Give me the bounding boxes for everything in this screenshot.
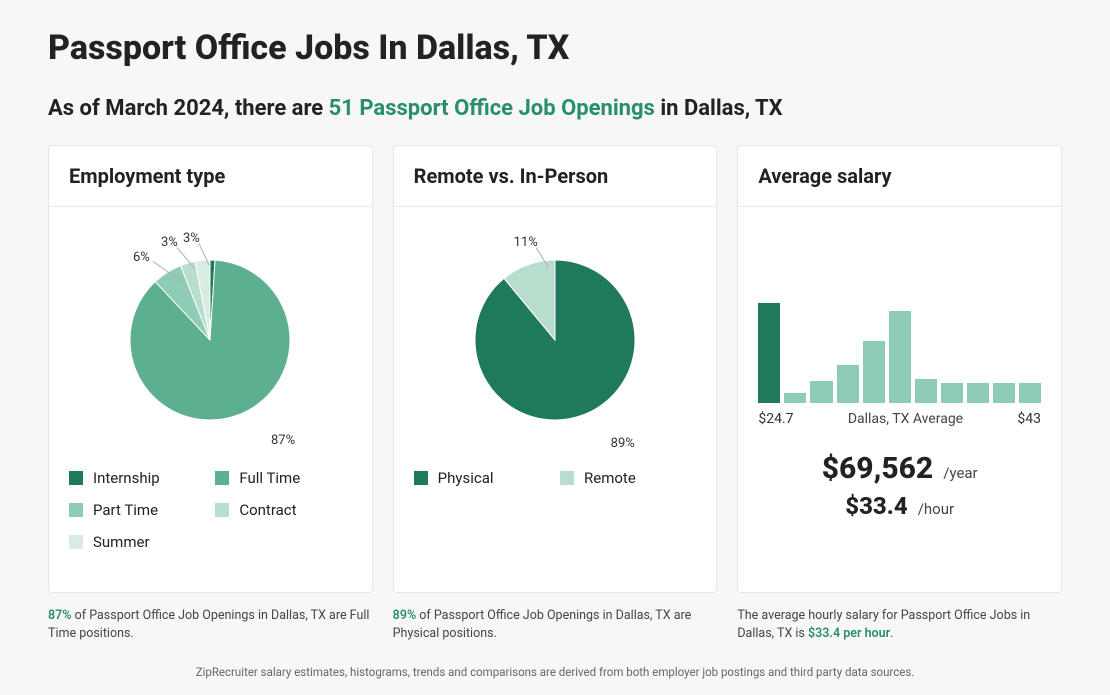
salary-yearly: $69,562 [822, 451, 934, 486]
subtitle-suffix: in Dallas, TX [655, 96, 783, 121]
legend-label: Contract [239, 501, 296, 519]
legend-swatch [69, 503, 83, 517]
legend-label: Physical [438, 469, 494, 487]
axis-left: $24.7 [758, 411, 793, 427]
legend-item: Internship [69, 469, 205, 487]
histogram-bar [889, 311, 911, 403]
legend-swatch [215, 471, 229, 485]
legend-item: Summer [69, 533, 205, 551]
subtitle-prefix: As of March 2024, there are [48, 96, 329, 121]
card-body: $24.7 Dallas, TX Average $43 $69,562 /ye… [738, 207, 1061, 592]
card-head: Employment type [49, 146, 372, 207]
salary-axis: $24.7 Dallas, TX Average $43 [758, 411, 1041, 427]
pie-label: 3% [183, 231, 200, 246]
card-body: 89% 11% Physical Remote [394, 207, 717, 592]
cards-row: Employment type 87% 6% 3% 3% Internship Full… [48, 145, 1062, 593]
legend-swatch [414, 471, 428, 485]
histogram-bar [863, 341, 885, 403]
page-title: Passport Office Jobs In Dallas, TX [48, 28, 1062, 68]
caption-rest: of Passport Office Job Openings in Dalla… [393, 608, 692, 641]
legend-label: Full Time [239, 469, 300, 487]
card-body: 87% 6% 3% 3% Internship Full Time Part Time Co… [49, 207, 372, 592]
card-title-remote: Remote vs. In-Person [414, 164, 697, 188]
legend-label: Remote [584, 469, 636, 487]
page: Passport Office Jobs In Dallas, TX As of… [0, 0, 1110, 693]
pie-label: 89% [611, 436, 635, 451]
histogram-bar [837, 365, 859, 403]
subtitle: As of March 2024, there are 51 Passport … [48, 96, 1062, 121]
pie-label: 3% [161, 235, 178, 250]
legend-item: Physical [414, 469, 550, 487]
captions-row: 87% of Passport Office Job Openings in D… [48, 607, 1062, 643]
card-head: Remote vs. In-Person [394, 146, 717, 207]
salary-histogram [758, 303, 1041, 403]
salary-yearly-row: $69,562 /year [758, 451, 1041, 486]
card-remote: Remote vs. In-Person 89% 11% Physical Remo… [393, 145, 718, 593]
subtitle-highlight: 51 Passport Office Job Openings [329, 96, 655, 121]
pie-label: 87% [271, 433, 295, 448]
salary-hourly-unit: /hour [918, 500, 954, 518]
footnote: ZipRecruiter salary estimates, histogram… [48, 665, 1062, 679]
legend-item: Contract [215, 501, 351, 519]
legend-swatch [215, 503, 229, 517]
histogram-bar [810, 381, 832, 403]
histogram-bar [993, 383, 1015, 403]
employment-legend: Internship Full Time Part Time Contract Summ… [69, 469, 352, 551]
card-salary: Average salary $24.7 Dallas, TX Average … [737, 145, 1062, 593]
pie-label: 6% [133, 250, 150, 265]
card-head: Average salary [738, 146, 1061, 207]
pie-svg [475, 260, 635, 420]
legend-label: Part Time [93, 501, 158, 519]
legend-swatch [560, 471, 574, 485]
salary-values: $69,562 /year $33.4 /hour [758, 445, 1041, 520]
card-title-employment: Employment type [69, 164, 352, 188]
histogram-bar [967, 383, 989, 403]
salary-yearly-unit: /year [943, 464, 977, 482]
caption-salary: The average hourly salary for Passport O… [737, 607, 1062, 643]
legend-item: Part Time [69, 501, 205, 519]
card-title-salary: Average salary [758, 164, 1041, 188]
caption-employment: 87% of Passport Office Job Openings in D… [48, 607, 373, 643]
legend-label: Internship [93, 469, 160, 487]
caption-suffix: . [890, 626, 893, 641]
caption-hl: $33.4 per hour [808, 626, 890, 641]
caption-hl: 89% [393, 608, 417, 623]
remote-legend: Physical Remote [414, 469, 697, 487]
salary-hourly-row: $33.4 /hour [758, 492, 1041, 520]
axis-mid: Dallas, TX Average [848, 411, 963, 427]
legend-swatch [69, 471, 83, 485]
caption-remote: 89% of Passport Office Job Openings in D… [393, 607, 718, 643]
legend-item: Remote [560, 469, 696, 487]
legend-label: Summer [93, 533, 150, 551]
pie-svg [130, 260, 290, 420]
caption-hl: 87% [48, 608, 72, 623]
employment-pie-chart: 87% 6% 3% 3% [69, 225, 352, 455]
legend-item: Full Time [215, 469, 351, 487]
salary-hourly: $33.4 [845, 492, 907, 520]
axis-right: $43 [1017, 411, 1041, 427]
caption-rest: of Passport Office Job Openings in Dalla… [48, 608, 369, 641]
remote-pie-chart: 89% 11% [414, 225, 697, 455]
card-employment-type: Employment type 87% 6% 3% 3% Internship Full… [48, 145, 373, 593]
pie-label: 11% [514, 235, 538, 250]
histogram-bar [915, 379, 937, 403]
histogram-bar [941, 383, 963, 403]
legend-swatch [69, 535, 83, 549]
histogram-bar [1019, 383, 1041, 403]
histogram-bar [784, 393, 806, 403]
histogram-bar [758, 303, 780, 403]
